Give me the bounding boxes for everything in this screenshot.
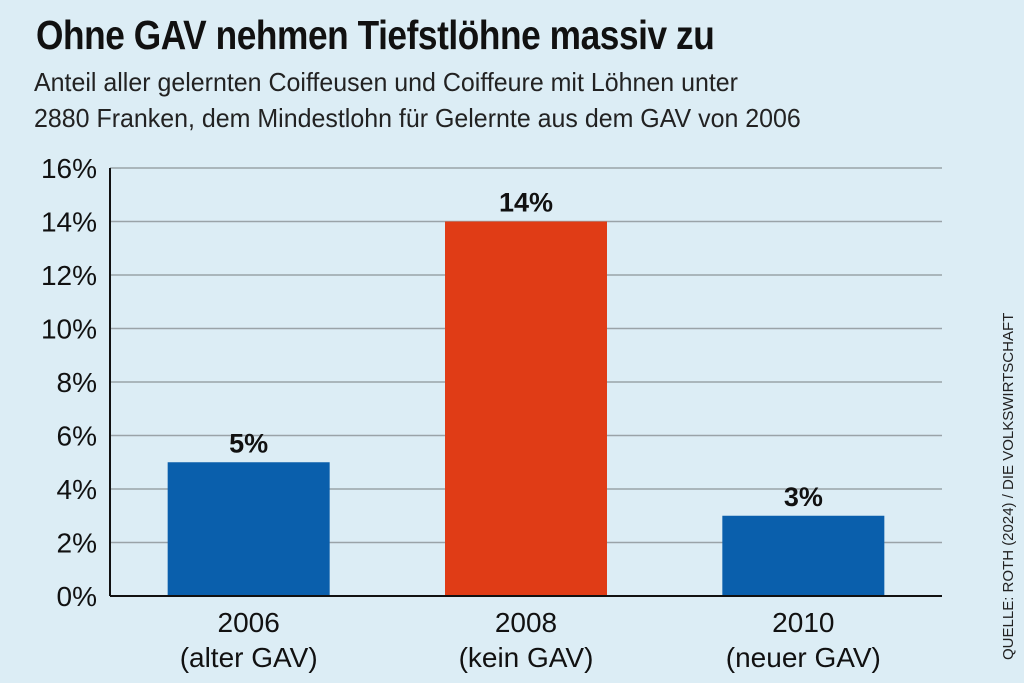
x-tick-sublabel: (kein GAV) <box>459 642 594 673</box>
y-tick-label: 6% <box>57 421 97 452</box>
y-tick-label: 8% <box>57 367 97 398</box>
data-label: 14% <box>499 188 553 218</box>
bar <box>445 221 607 596</box>
subtitle-line-1: Anteil aller gelernten Coiffeusen und Co… <box>34 67 738 97</box>
x-tick-label: 2006 <box>218 607 280 638</box>
y-tick-label: 12% <box>41 260 97 291</box>
subtitle-line-2: 2880 Franken, dem Mindestlohn für Gelern… <box>34 103 801 133</box>
bar <box>167 462 330 596</box>
data-label: 3% <box>784 482 823 512</box>
source-note: QUELLE: ROTH (2024) / DIE VOLKSWIRTSCHAF… <box>1000 312 1017 660</box>
x-tick-label: 2010 <box>772 607 834 638</box>
y-tick-label: 2% <box>57 528 97 559</box>
x-tick-label: 2008 <box>495 607 557 638</box>
bar <box>722 515 885 596</box>
y-tick-label: 16% <box>41 153 97 184</box>
y-tick-label: 10% <box>41 314 97 345</box>
y-tick-label: 0% <box>57 581 97 612</box>
y-tick-label: 14% <box>41 207 97 238</box>
chart-subtitle: Anteil aller gelernten Coiffeusen und Co… <box>34 64 801 136</box>
x-tick-sublabel: (neuer GAV) <box>726 642 881 673</box>
chart-title: Ohne GAV nehmen Tiefstlöhne massiv zu <box>36 12 715 58</box>
data-label: 5% <box>229 428 268 458</box>
x-tick-sublabel: (alter GAV) <box>180 642 318 673</box>
y-tick-label: 4% <box>57 474 97 505</box>
